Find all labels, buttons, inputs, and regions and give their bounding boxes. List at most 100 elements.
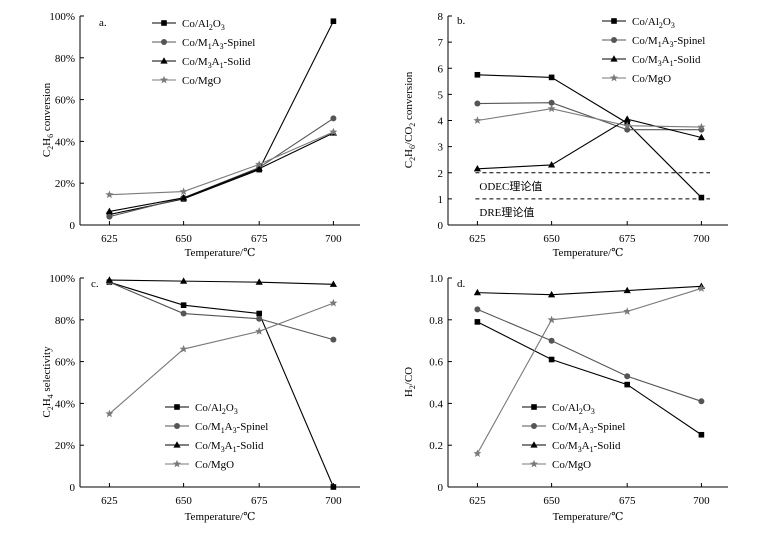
y-axis-label: C2​H6​/CO2​ conversion	[403, 71, 417, 168]
label-text: H	[403, 149, 415, 157]
x-tick-label: 650	[543, 495, 560, 507]
y-tick-label: 0.8	[429, 315, 443, 327]
data-point	[329, 127, 338, 136]
y-tick-label: 100%	[49, 11, 75, 23]
label-text: -Solid	[594, 440, 621, 452]
legend: Co/Al2​O3​ Co/M1​A3​-Spinel Co/M3​A1​-Soli…	[152, 18, 255, 87]
y-tick-label: 80%	[55, 53, 75, 65]
legend-marker	[161, 20, 167, 26]
y-axis-label-group: C2​H6​ conversion	[41, 82, 55, 157]
x-axis-label: Temperature/℃	[185, 247, 256, 259]
data-point	[105, 409, 114, 418]
data-point	[179, 344, 188, 353]
x-tick-label: 650	[175, 233, 192, 245]
label-text: H	[41, 138, 53, 146]
y-tick-label: 60%	[55, 357, 75, 369]
label-text: A	[212, 37, 220, 49]
label-text: -Solid	[237, 440, 264, 452]
label-text: O	[663, 16, 671, 28]
panel-label: a.	[99, 17, 107, 29]
data-point	[474, 100, 481, 107]
legend-marker	[173, 441, 181, 448]
label-text: conversion	[41, 82, 53, 134]
data-point	[329, 298, 338, 307]
label-text: C	[403, 161, 415, 168]
data-point	[548, 337, 555, 344]
legend-label: Co/M3​A1​-Solid	[195, 440, 264, 454]
series-line-3	[477, 285, 702, 296]
legend-label: Co/MgO	[552, 459, 591, 471]
subscript-text: 2	[46, 406, 55, 410]
series-line-4	[109, 302, 334, 415]
legend-marker	[161, 39, 167, 45]
data-point	[697, 133, 705, 141]
panel-label: d.	[457, 278, 466, 290]
legend-marker	[531, 404, 537, 410]
label-text: A	[662, 54, 670, 66]
subscript-text: 3	[233, 426, 237, 435]
data-point	[105, 190, 114, 199]
chart-panel-3: 0 20% 40% 60% 80% 100% 625 650 675 700 Temperature…	[41, 273, 360, 523]
subscript-text: 2	[222, 407, 226, 416]
x-tick-label: 700	[693, 495, 710, 507]
x-tick-label: 675	[251, 495, 268, 507]
data-point	[106, 213, 113, 220]
y-tick-label: 2	[438, 168, 444, 180]
label-text: Co/M	[195, 440, 221, 452]
y-axis-label-group: C2​H6​/CO2​ conversion	[403, 71, 417, 168]
data-point	[330, 115, 337, 122]
y-tick-label: 0	[70, 482, 76, 494]
series-line-3	[477, 118, 702, 170]
label-text: O	[226, 402, 234, 414]
series-line-2	[109, 281, 334, 341]
data-point	[697, 122, 706, 131]
data-point	[329, 280, 337, 287]
legend-label: Co/MgO	[195, 459, 234, 471]
x-axis-label: Temperature/℃	[553, 511, 624, 523]
panel-label: b.	[457, 15, 466, 27]
y-tick-label: 0	[438, 482, 444, 494]
subscript-text: 1	[221, 426, 225, 435]
y-tick-label: 5	[438, 89, 444, 101]
label-text: Co/M	[195, 421, 221, 433]
series-line-4	[477, 108, 702, 128]
y-tick-label: 0	[70, 220, 76, 232]
data-point	[548, 74, 555, 81]
data-point	[624, 381, 630, 388]
series-line-2	[109, 117, 334, 218]
data-point	[473, 165, 481, 172]
y-tick-label: 6	[438, 63, 444, 75]
legend-marker	[160, 75, 168, 84]
y-tick-label: 40%	[55, 136, 75, 148]
legend-label: Co/M3​A1​-Solid	[552, 440, 621, 454]
panel-label: c.	[91, 278, 99, 290]
subscript-text: 1	[578, 426, 582, 435]
legend-label: Co/Al2​O3​	[182, 18, 225, 32]
subscript-text: 3	[670, 40, 674, 49]
subscript-text: 1	[208, 42, 212, 51]
y-tick-label: 4	[438, 116, 444, 128]
data-point	[697, 284, 706, 292]
data-point	[330, 484, 337, 490]
data-point	[256, 310, 262, 317]
subscript-text: 1	[590, 445, 594, 454]
label-text: Co/Al	[195, 402, 222, 414]
series-line-1	[477, 321, 702, 436]
data-point	[474, 71, 481, 78]
y-tick-label: 0.6	[429, 357, 443, 369]
subscript-text: 3	[208, 61, 212, 70]
y-tick-label: 0.4	[429, 398, 443, 410]
data-point	[474, 306, 481, 313]
series-line-1	[477, 74, 702, 198]
y-tick-label: 60%	[55, 95, 75, 107]
subscript-text: 2	[46, 146, 55, 150]
label-text: Co/MgO	[632, 73, 671, 85]
x-tick-label: 700	[693, 233, 710, 245]
legend: Co/Al2​O3​ Co/M1​A3​-Spinel Co/M3​A1​-Soli…	[522, 402, 625, 471]
label-text: A	[662, 35, 670, 47]
x-tick-label: 700	[325, 233, 342, 245]
data-point	[698, 194, 705, 201]
data-point	[255, 160, 264, 168]
data-point	[547, 104, 556, 113]
subscript-text: 2	[408, 123, 417, 127]
